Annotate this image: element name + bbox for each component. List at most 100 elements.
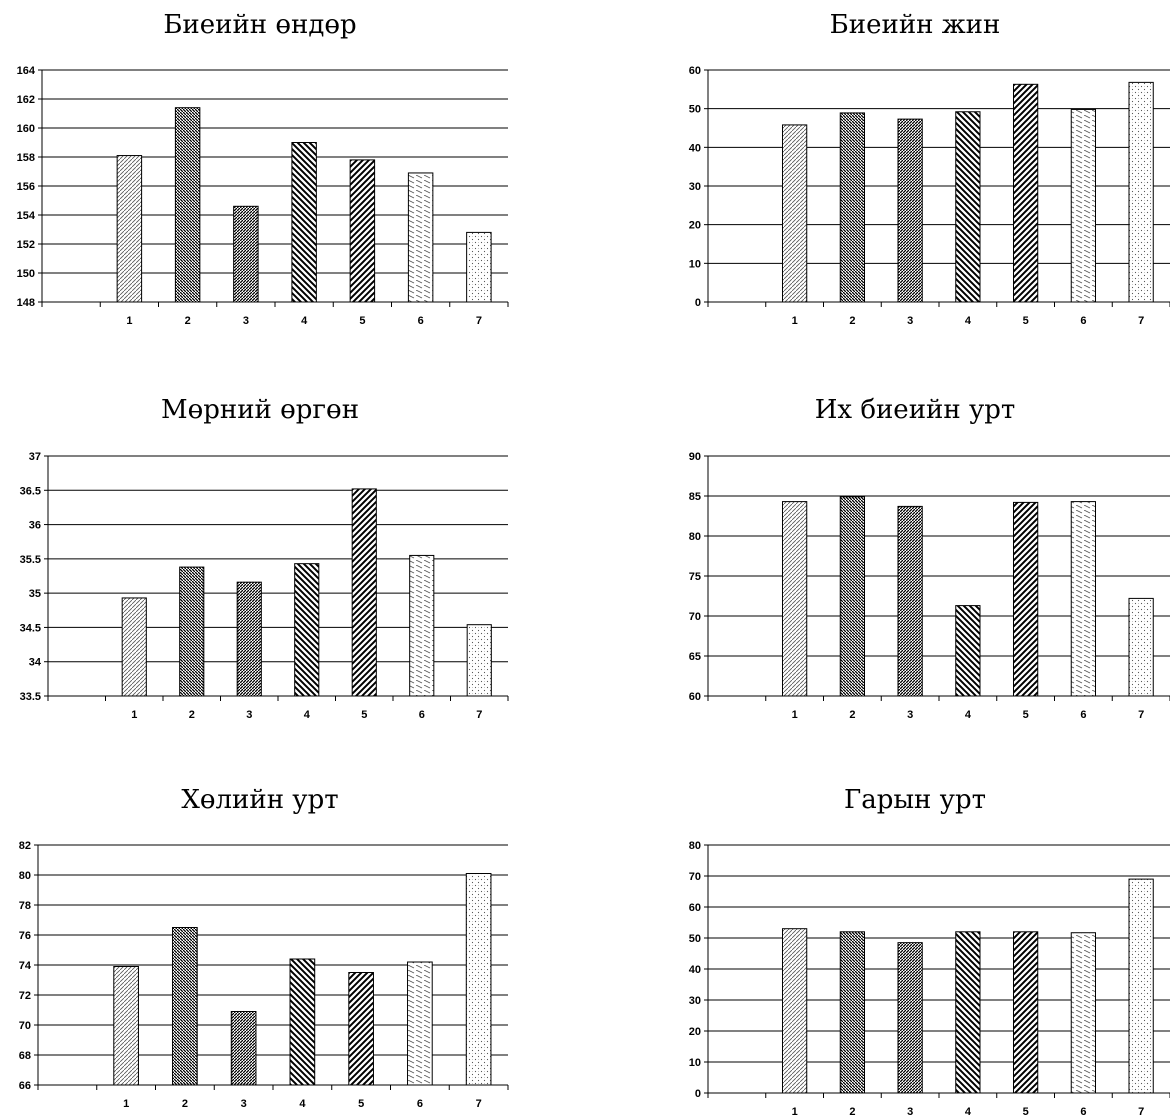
y-tick-label: 36.5 bbox=[20, 485, 41, 497]
bar-6 bbox=[407, 961, 433, 1086]
chart-panel-body-weight: Биеийн жин 0 10 20 30 40 50 60 1 2 3 4 5 6 7 bbox=[660, 0, 1170, 370]
y-tick-label: 36 bbox=[29, 520, 41, 532]
x-tick-label: 7 bbox=[476, 1098, 482, 1110]
x-tick-label: 7 bbox=[1138, 315, 1144, 327]
x-tick-label: 6 bbox=[419, 709, 425, 721]
bar-chart: 60 65 70 75 80 85 90 1 2 3 4 5 6 7 bbox=[689, 451, 1170, 721]
y-tick-label: 60 bbox=[689, 902, 701, 914]
y-tick-label: 60 bbox=[689, 65, 701, 77]
x-tick-label: 5 bbox=[361, 709, 367, 721]
x-tick-label: 4 bbox=[301, 315, 308, 327]
chart-panel-trunk-length: Их биеийн урт 60 65 70 75 80 85 90 1 2 3 4 5 6 7 bbox=[660, 385, 1170, 755]
chart-panel-body-height: Биеийн өндөр 148 150 152 154 156 158 160 162 164… bbox=[0, 0, 520, 370]
bar-7 bbox=[466, 231, 492, 303]
bar-3 bbox=[233, 205, 259, 303]
y-tick-label: 50 bbox=[689, 933, 701, 945]
bar-chart: 0 10 20 30 40 50 60 1 2 3 4 5 6 7 bbox=[689, 65, 1170, 327]
bar-5 bbox=[1012, 83, 1039, 303]
x-tick-label: 7 bbox=[1138, 709, 1144, 721]
bar-chart: 0 10 20 30 40 50 60 70 80 1 2 3 4 5 6 7 bbox=[689, 840, 1170, 1118]
bar-1 bbox=[781, 928, 808, 1094]
y-tick-label: 66 bbox=[19, 1080, 31, 1092]
x-tick-label: 1 bbox=[792, 1106, 798, 1118]
y-tick-label: 30 bbox=[689, 181, 701, 193]
x-tick-label: 3 bbox=[907, 1106, 913, 1118]
y-tick-label: 37 bbox=[29, 451, 41, 463]
bar-5 bbox=[351, 488, 377, 697]
y-tick-label: 160 bbox=[17, 123, 35, 135]
bar-7 bbox=[1128, 81, 1154, 303]
y-tick-label: 34 bbox=[29, 657, 42, 669]
bar-4 bbox=[955, 605, 981, 697]
y-tick-label: 82 bbox=[19, 840, 31, 852]
y-tick-label: 10 bbox=[689, 1057, 701, 1069]
x-tick-label: 4 bbox=[965, 709, 972, 721]
chart-title: Биеийн өндөр bbox=[163, 10, 357, 40]
bar-4 bbox=[294, 563, 320, 697]
y-tick-label: 158 bbox=[17, 152, 35, 164]
bar-3 bbox=[897, 118, 923, 303]
x-tick-label: 3 bbox=[907, 709, 913, 721]
x-tick-label: 5 bbox=[358, 1098, 364, 1110]
bar-6 bbox=[407, 172, 434, 303]
bar-1 bbox=[121, 597, 147, 697]
bar-1 bbox=[116, 155, 143, 303]
x-tick-label: 6 bbox=[1080, 709, 1086, 721]
x-tick-label: 6 bbox=[1080, 1106, 1086, 1118]
y-tick-label: 152 bbox=[17, 239, 35, 251]
bar-5 bbox=[1012, 931, 1039, 1094]
x-tick-label: 3 bbox=[907, 315, 913, 327]
bar-1 bbox=[113, 966, 139, 1086]
y-tick-label: 50 bbox=[689, 104, 701, 116]
x-tick-label: 5 bbox=[1023, 709, 1029, 721]
x-tick-label: 1 bbox=[131, 709, 137, 721]
bar-chart: 148 150 152 154 156 158 160 162 164 1 2 3 4 5 6 7 bbox=[17, 65, 509, 327]
x-tick-label: 2 bbox=[182, 1098, 188, 1110]
x-tick-label: 4 bbox=[965, 1106, 972, 1118]
bar-4 bbox=[289, 958, 316, 1086]
y-tick-label: 78 bbox=[19, 900, 31, 912]
x-tick-label: 4 bbox=[304, 709, 311, 721]
y-tick-label: 60 bbox=[689, 691, 701, 703]
bar-1 bbox=[781, 501, 808, 697]
bar-3 bbox=[897, 942, 923, 1094]
x-tick-label: 3 bbox=[246, 709, 252, 721]
bar-7 bbox=[1128, 597, 1154, 697]
y-tick-label: 68 bbox=[19, 1050, 31, 1062]
x-tick-label: 3 bbox=[243, 315, 249, 327]
x-tick-label: 1 bbox=[123, 1098, 129, 1110]
bar-7 bbox=[465, 873, 492, 1086]
x-tick-label: 2 bbox=[849, 1106, 855, 1118]
y-tick-label: 90 bbox=[689, 451, 701, 463]
y-tick-label: 10 bbox=[689, 258, 701, 270]
y-tick-label: 70 bbox=[689, 871, 701, 883]
bar-3 bbox=[230, 1011, 257, 1086]
bar-2 bbox=[172, 927, 198, 1086]
chart-title: Хөлийн урт bbox=[181, 785, 339, 815]
y-tick-label: 20 bbox=[689, 1026, 701, 1038]
x-tick-label: 6 bbox=[418, 315, 424, 327]
chart-title: Биеийн жин bbox=[829, 10, 1001, 40]
x-tick-label: 7 bbox=[1138, 1106, 1144, 1118]
bar-6 bbox=[409, 554, 435, 697]
y-tick-label: 70 bbox=[689, 611, 701, 623]
bar-2 bbox=[839, 112, 866, 303]
x-tick-label: 2 bbox=[189, 709, 195, 721]
x-tick-label: 7 bbox=[476, 709, 482, 721]
y-tick-label: 0 bbox=[695, 1088, 701, 1100]
y-tick-label: 80 bbox=[689, 840, 701, 852]
y-tick-label: 164 bbox=[17, 65, 36, 77]
y-tick-label: 156 bbox=[17, 181, 35, 193]
y-tick-label: 0 bbox=[695, 297, 701, 309]
chart-title: Гарын урт bbox=[844, 785, 986, 815]
y-tick-label: 40 bbox=[689, 964, 701, 976]
y-tick-label: 85 bbox=[689, 491, 701, 503]
bar-4 bbox=[955, 931, 981, 1094]
y-tick-label: 65 bbox=[689, 651, 701, 663]
y-tick-label: 72 bbox=[19, 990, 31, 1002]
bar-2 bbox=[839, 496, 866, 697]
y-tick-label: 20 bbox=[689, 220, 701, 232]
x-tick-label: 2 bbox=[849, 315, 855, 327]
chart-panel-shoulder-width: Мөрний өргөн 33.5 34 34.5 35 35.5 36 36.5 37 1 2 3… bbox=[0, 385, 520, 755]
